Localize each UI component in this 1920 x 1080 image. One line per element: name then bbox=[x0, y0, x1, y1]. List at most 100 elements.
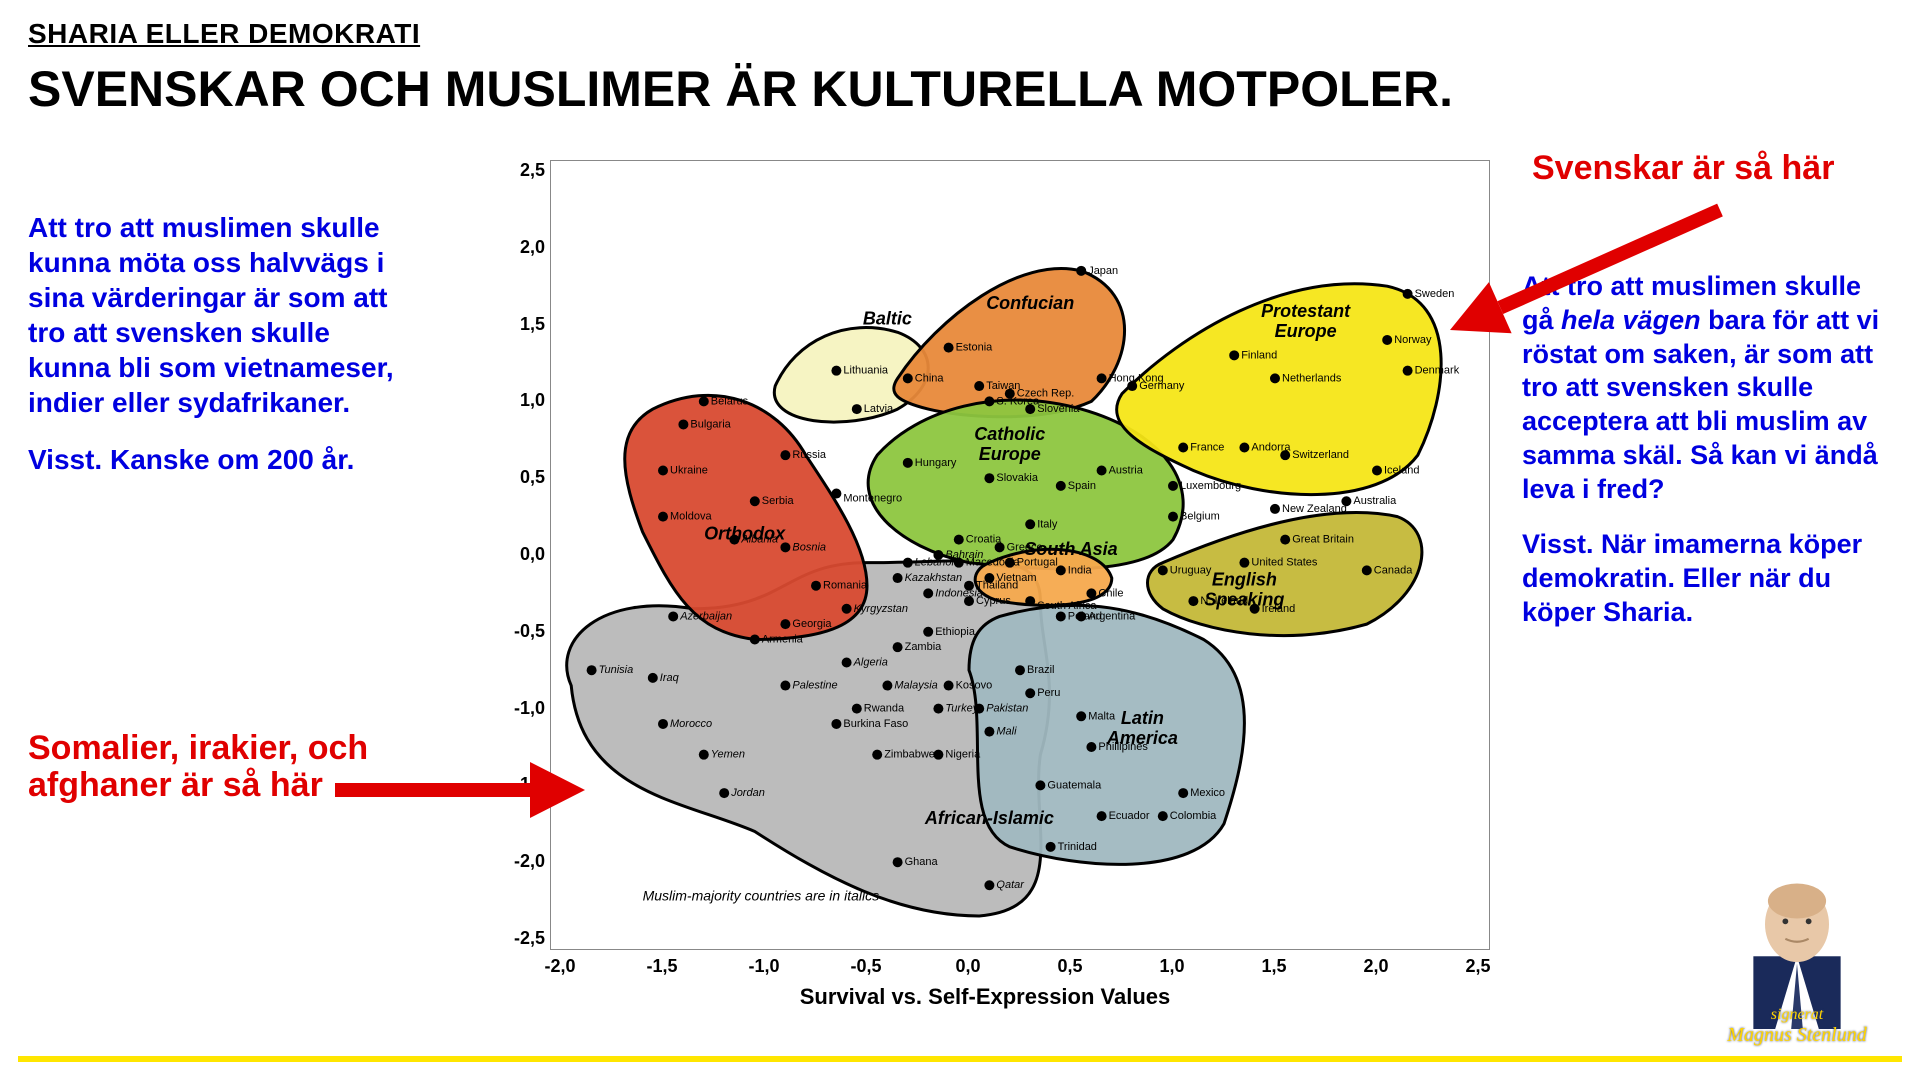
svg-text:Lithuania: Lithuania bbox=[843, 365, 889, 377]
svg-text:Kazakhstan: Kazakhstan bbox=[905, 572, 962, 584]
svg-text:Luxembourg: Luxembourg bbox=[1180, 480, 1241, 492]
svg-text:Bulgaria: Bulgaria bbox=[690, 418, 731, 430]
svg-text:Slovakia: Slovakia bbox=[996, 472, 1038, 484]
svg-text:United States: United States bbox=[1251, 557, 1318, 569]
svg-text:Norway: Norway bbox=[1394, 334, 1432, 346]
svg-text:Tunisia: Tunisia bbox=[599, 664, 634, 676]
svg-text:Ukraine: Ukraine bbox=[670, 465, 708, 477]
svg-text:Hong Kong: Hong Kong bbox=[1109, 372, 1164, 384]
svg-text:Switzerland: Switzerland bbox=[1292, 449, 1349, 461]
svg-text:Algeria: Algeria bbox=[853, 657, 888, 669]
svg-text:Poland: Poland bbox=[1068, 610, 1102, 622]
x-tick-label: 0,0 bbox=[948, 956, 988, 977]
svg-text:Sweden: Sweden bbox=[1415, 288, 1455, 300]
svg-text:Uruguay: Uruguay bbox=[1170, 564, 1212, 576]
svg-text:Greece: Greece bbox=[1007, 541, 1043, 553]
header-main: SVENSKAR OCH MUSLIMER ÄR KULTURELLA MOTP… bbox=[28, 60, 1453, 118]
svg-text:Hungary: Hungary bbox=[915, 457, 957, 469]
svg-text:Trinidad: Trinidad bbox=[1058, 841, 1097, 853]
svg-text:Pakistan: Pakistan bbox=[986, 703, 1028, 715]
callout-right: Svenskar är så här bbox=[1532, 150, 1892, 187]
svg-text:Ecuador: Ecuador bbox=[1109, 810, 1150, 822]
header-small: SHARIA ELLER DEMOKRATI bbox=[28, 18, 420, 50]
svg-text:Spain: Spain bbox=[1068, 480, 1096, 492]
x-tick-label: -1,0 bbox=[744, 956, 784, 977]
svg-text:Romania: Romania bbox=[823, 580, 868, 592]
svg-text:Albania: Albania bbox=[740, 534, 778, 546]
svg-text:Baltic: Baltic bbox=[863, 309, 912, 329]
x-axis-label: Survival vs. Self-Expression Values bbox=[800, 984, 1171, 1010]
x-tick-label: 2,5 bbox=[1458, 956, 1498, 977]
svg-text:Rwanda: Rwanda bbox=[864, 703, 905, 715]
x-tick-label: 2,0 bbox=[1356, 956, 1396, 977]
svg-text:African-Islamic: African-Islamic bbox=[924, 808, 1054, 828]
chart-container: Traditional vs. Secular-Rational Values … bbox=[470, 150, 1500, 1020]
svg-text:Japan: Japan bbox=[1088, 265, 1118, 277]
svg-text:India: India bbox=[1068, 564, 1093, 576]
svg-text:Mali: Mali bbox=[996, 726, 1017, 738]
y-tick-label: -2,5 bbox=[495, 928, 545, 949]
svg-text:Ireland: Ireland bbox=[1262, 603, 1296, 615]
page-root: SHARIA ELLER DEMOKRATI SVENSKAR OCH MUSL… bbox=[0, 0, 1920, 1080]
y-tick-label: 0,5 bbox=[495, 467, 545, 488]
svg-text:Zimbabwe: Zimbabwe bbox=[884, 749, 935, 761]
svg-text:Mexico: Mexico bbox=[1190, 787, 1225, 799]
right-p2: Visst. När imamerna köper demokratin. El… bbox=[1522, 528, 1892, 629]
svg-text:Slovenia: Slovenia bbox=[1037, 403, 1080, 415]
y-tick-label: -0,5 bbox=[495, 621, 545, 642]
svg-text:Jordan: Jordan bbox=[730, 787, 765, 799]
svg-text:Phillipines: Phillipines bbox=[1098, 741, 1148, 753]
svg-text:Qatar: Qatar bbox=[996, 879, 1025, 891]
svg-text:Indonesia: Indonesia bbox=[935, 587, 983, 599]
svg-text:Chile: Chile bbox=[1098, 587, 1123, 599]
x-tick-label: -2,0 bbox=[540, 956, 580, 977]
svg-text:Armenia: Armenia bbox=[762, 633, 804, 645]
y-tick-label: -1,5 bbox=[495, 774, 545, 795]
svg-text:Nigeria: Nigeria bbox=[945, 749, 981, 761]
svg-text:Iraq: Iraq bbox=[660, 672, 680, 684]
svg-text:Belarus: Belarus bbox=[711, 395, 749, 407]
svg-text:Belgium: Belgium bbox=[1180, 511, 1220, 523]
svg-text:Palestine: Palestine bbox=[792, 680, 837, 692]
svg-text:Croatia: Croatia bbox=[966, 534, 1002, 546]
svg-text:Montenegro: Montenegro bbox=[843, 493, 902, 505]
left-commentary: Att tro att muslimen skulle kunna möta o… bbox=[28, 210, 418, 477]
svg-text:Portugal: Portugal bbox=[1017, 557, 1058, 569]
bottom-yellow-line bbox=[18, 1056, 1902, 1062]
svg-text:Malta: Malta bbox=[1088, 710, 1116, 722]
svg-text:Czech Rep.: Czech Rep. bbox=[1017, 388, 1074, 400]
callout-left: Somalier, irakier, och afghaner är så hä… bbox=[28, 730, 448, 805]
y-tick-label: 1,5 bbox=[495, 314, 545, 335]
svg-text:New Zealand: New Zealand bbox=[1282, 503, 1347, 515]
svg-text:Finland: Finland bbox=[1241, 349, 1277, 361]
svg-text:Zambia: Zambia bbox=[905, 641, 943, 653]
svg-text:Bosnia: Bosnia bbox=[792, 541, 826, 553]
svg-text:Ghana: Ghana bbox=[905, 856, 939, 868]
svg-text:Yemen: Yemen bbox=[711, 749, 745, 761]
svg-text:China: China bbox=[915, 372, 945, 384]
signature-block: signerat Magnus Stenlund bbox=[1702, 869, 1892, 1046]
x-tick-label: 1,5 bbox=[1254, 956, 1294, 977]
right-p1em: hela vägen bbox=[1561, 305, 1701, 335]
left-p2: Visst. Kanske om 200 år. bbox=[28, 442, 418, 477]
svg-text:CatholicEurope: CatholicEurope bbox=[974, 424, 1045, 464]
svg-text:South Africa: South Africa bbox=[1037, 600, 1097, 612]
x-tick-label: -0,5 bbox=[846, 956, 886, 977]
svg-text:France: France bbox=[1190, 441, 1224, 453]
svg-text:Morocco: Morocco bbox=[670, 718, 712, 730]
svg-text:N. Ireland: N. Ireland bbox=[1200, 595, 1248, 607]
chart-plot-area: African-IslamicLatinAmericaOrthodoxBalti… bbox=[550, 160, 1490, 950]
y-tick-label: -2,0 bbox=[495, 851, 545, 872]
svg-text:Peru: Peru bbox=[1037, 687, 1060, 699]
left-p1: Att tro att muslimen skulle kunna möta o… bbox=[28, 210, 418, 420]
svg-text:Moldova: Moldova bbox=[670, 511, 712, 523]
svg-text:Kosovo: Kosovo bbox=[956, 680, 993, 692]
svg-text:Bahrain: Bahrain bbox=[945, 549, 983, 561]
y-tick-label: 0,0 bbox=[495, 544, 545, 565]
svg-text:Brazil: Brazil bbox=[1027, 664, 1055, 676]
svg-text:Azerbaijan: Azerbaijan bbox=[679, 610, 732, 622]
svg-text:Australia: Australia bbox=[1353, 495, 1397, 507]
right-commentary: Att tro att muslimen skulle gå hela väge… bbox=[1522, 270, 1892, 630]
y-tick-label: 2,5 bbox=[495, 160, 545, 181]
svg-text:Guatemala: Guatemala bbox=[1047, 779, 1102, 791]
